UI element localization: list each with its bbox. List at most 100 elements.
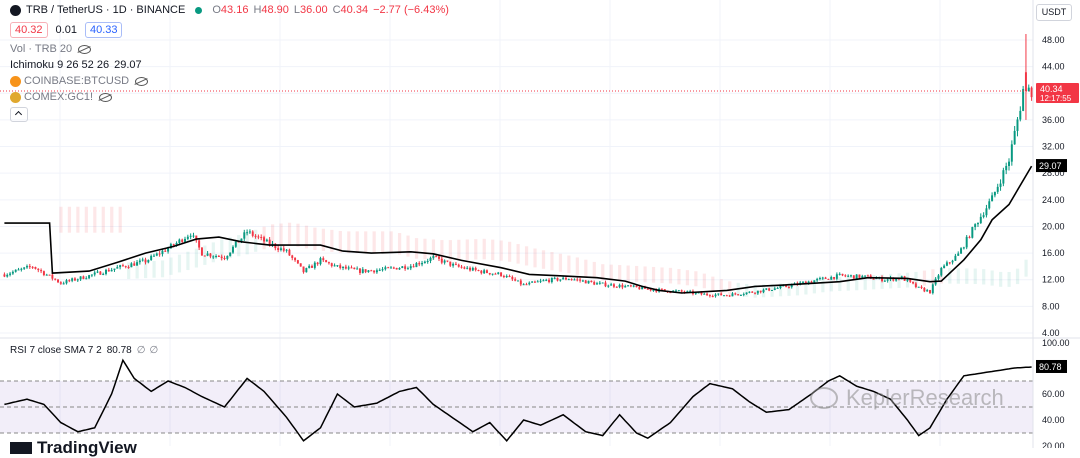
candle-body (215, 255, 218, 257)
hidden-eye-icon[interactable] (99, 92, 113, 102)
candle-body (375, 270, 378, 273)
hidden-eye-icon[interactable] (135, 76, 149, 86)
candle-body (212, 256, 215, 258)
candle-body (937, 275, 940, 279)
candle-body (802, 281, 805, 283)
candle-body (226, 255, 229, 259)
candle-body (246, 232, 249, 234)
candle-body (127, 267, 130, 269)
compare-gold-legend[interactable]: COMEX:GC1! (10, 91, 113, 103)
bitcoin-icon (10, 75, 21, 87)
rsi-legend[interactable]: RSI 7 close SMA 7 2 80.78 ∅ ∅ (10, 345, 158, 356)
candle-body (79, 276, 82, 280)
cloud-segment (330, 229, 334, 252)
candle-body (90, 274, 93, 276)
ask-button[interactable]: 40.33 (84, 22, 123, 38)
candle-body (790, 284, 793, 288)
price-axis[interactable]: 48.00 44.00 40.00 36.00 32.00 28.00 24.00 20.00… (1032, 0, 1079, 448)
candle-body (872, 278, 875, 280)
cloud-segment (135, 261, 139, 279)
candle-body (708, 295, 711, 297)
candle-body (581, 280, 584, 282)
candle-body (833, 277, 836, 279)
candle-body (570, 279, 573, 281)
cloud-segment (397, 233, 402, 255)
candle-body (711, 296, 714, 298)
candle-body (615, 286, 618, 288)
candle-body (737, 294, 740, 296)
candle-body (483, 270, 486, 274)
candle-body (598, 282, 601, 284)
cloud-segment (778, 283, 783, 297)
ichimoku-cloud (59, 206, 1028, 298)
compare-gold-label: COMEX:GC1! (24, 91, 94, 103)
candle-body (206, 253, 209, 256)
candle-body (373, 270, 376, 273)
candle-body (717, 293, 720, 295)
candle-body (254, 235, 257, 237)
candle-body (587, 280, 590, 284)
candle-body (607, 285, 610, 287)
cloud-segment (491, 239, 495, 261)
candle-body (243, 232, 246, 239)
currency-unit-button[interactable]: USDT (1036, 4, 1072, 21)
volume-legend[interactable]: Vol · TRB 20 (10, 43, 92, 55)
candle-body (62, 283, 65, 285)
candle-body (923, 287, 926, 292)
cloud-segment (567, 255, 571, 274)
rsi-tick-label: 20.00 (1042, 441, 1065, 448)
ohlc-close-value: 40.34 (340, 4, 369, 16)
ichimoku-legend[interactable]: Ichimoku 9 26 52 26 29.07 (10, 59, 142, 71)
candle-body (353, 267, 356, 270)
candle-body (1019, 110, 1022, 120)
candle-body (996, 186, 999, 192)
candle-body (277, 248, 280, 250)
compare-btc-legend[interactable]: COINBASE:BTCUSD (10, 75, 149, 87)
cloud-segment (186, 251, 190, 271)
candle-body (858, 274, 861, 278)
candle-body (920, 286, 923, 288)
candle-body (390, 267, 393, 269)
candle-body (929, 290, 931, 294)
candle-body (827, 278, 830, 280)
candle-body (186, 236, 189, 239)
price-chart[interactable]: 48.00 44.00 40.00 36.00 32.00 28.00 24.00 20.00… (0, 0, 1080, 448)
candle-body (765, 288, 768, 290)
candle-body (367, 270, 370, 273)
cloud-segment (101, 206, 105, 233)
hidden-eye-icon[interactable] (78, 44, 92, 54)
price-tick-label: 8.00 (1042, 301, 1060, 311)
candle-body (54, 278, 57, 280)
symbol-title[interactable]: TRB / TetherUS · 1D · BINANCE (26, 4, 186, 16)
candle-body (539, 280, 542, 282)
price-tick-label: 24.00 (1042, 195, 1065, 205)
candle-body (971, 227, 974, 238)
candle-body (627, 285, 630, 287)
rsi-tick-label: 60.00 (1042, 389, 1065, 399)
candle-body (677, 290, 680, 292)
candle-body (223, 257, 226, 259)
candle-body (731, 293, 734, 297)
candle-body (31, 266, 34, 268)
candle-body (209, 253, 212, 257)
candle-body (325, 260, 328, 263)
candle-body (76, 279, 79, 281)
candle-body (824, 277, 827, 279)
cloud-segment (618, 265, 622, 282)
candle-body (590, 280, 593, 283)
bid-button[interactable]: 40.32 (10, 22, 48, 38)
candle-body (985, 208, 988, 216)
cloud-segment (254, 229, 258, 252)
candle-body (285, 249, 288, 251)
cloud-segment (423, 238, 427, 260)
cloud-segment (584, 259, 588, 277)
candle-body (14, 269, 17, 272)
candle-body (864, 275, 867, 277)
candle-body (344, 266, 347, 269)
candle-body (404, 266, 407, 269)
collapse-legend-button[interactable] (10, 107, 28, 122)
watermark-text: KeplerResearch (846, 385, 1004, 410)
candle-body (327, 262, 330, 264)
candle-body (477, 270, 480, 272)
candle-body (739, 294, 742, 296)
